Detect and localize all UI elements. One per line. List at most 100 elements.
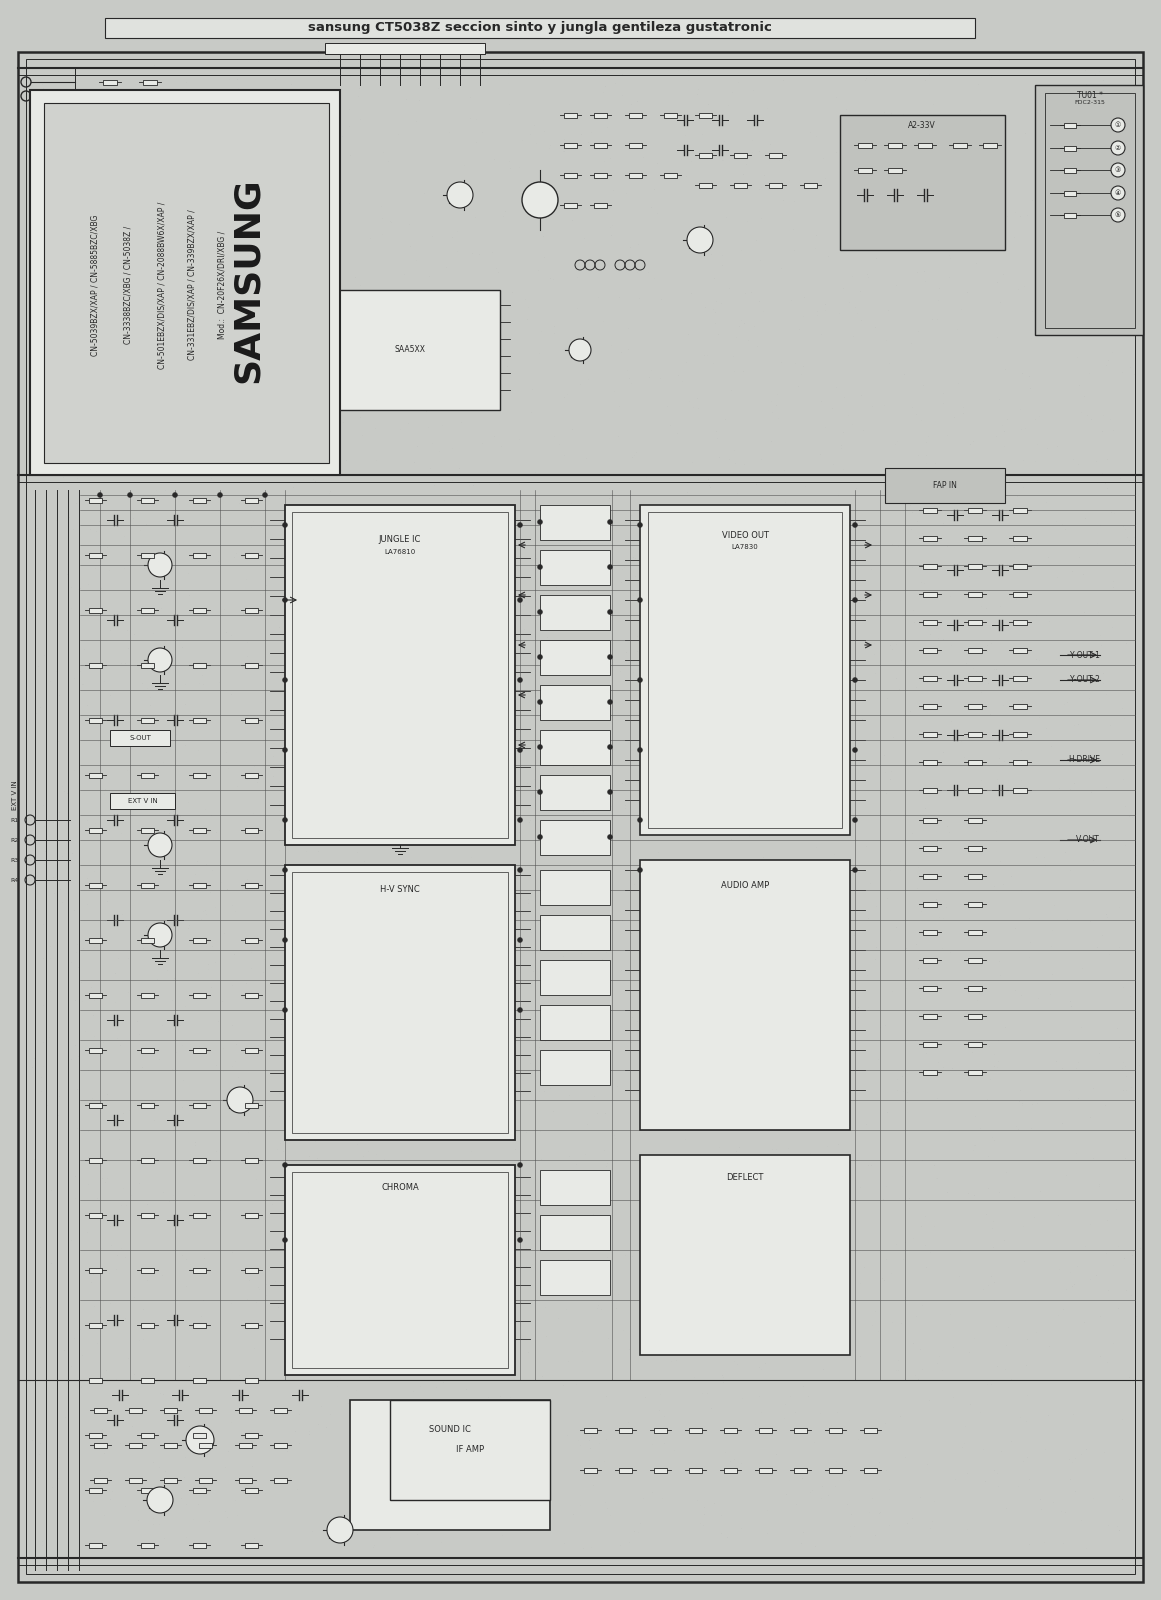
Bar bbox=[88, 1102, 101, 1107]
Bar bbox=[540, 915, 610, 950]
Circle shape bbox=[98, 493, 102, 498]
Bar bbox=[968, 592, 982, 597]
Bar bbox=[769, 152, 781, 157]
Circle shape bbox=[637, 867, 642, 872]
Bar bbox=[1014, 507, 1027, 512]
Bar bbox=[143, 80, 157, 85]
Bar bbox=[88, 608, 101, 613]
Bar bbox=[245, 883, 258, 888]
Bar bbox=[284, 506, 515, 845]
Bar bbox=[923, 675, 937, 680]
Bar bbox=[540, 730, 610, 765]
Text: CN-3338BZC/XBG / CN-5038Z /: CN-3338BZC/XBG / CN-5038Z / bbox=[123, 226, 132, 344]
Bar bbox=[293, 512, 509, 838]
Bar bbox=[619, 1467, 632, 1472]
Circle shape bbox=[147, 834, 172, 858]
Circle shape bbox=[147, 1486, 173, 1514]
Bar bbox=[584, 1467, 597, 1472]
Circle shape bbox=[569, 339, 591, 362]
Circle shape bbox=[1111, 118, 1125, 133]
Bar bbox=[888, 168, 902, 173]
Bar bbox=[238, 1408, 252, 1413]
Bar bbox=[88, 498, 101, 502]
Bar bbox=[918, 142, 932, 147]
Bar bbox=[968, 930, 982, 934]
Bar bbox=[274, 1477, 287, 1483]
Bar bbox=[968, 648, 982, 653]
Bar bbox=[390, 1400, 550, 1501]
Bar bbox=[293, 872, 509, 1133]
Bar bbox=[164, 1408, 176, 1413]
Bar bbox=[968, 986, 982, 990]
Circle shape bbox=[538, 699, 542, 704]
Bar bbox=[245, 552, 258, 557]
Bar bbox=[628, 112, 642, 117]
Circle shape bbox=[518, 523, 522, 528]
Bar bbox=[968, 760, 982, 765]
Circle shape bbox=[518, 597, 522, 603]
Bar bbox=[923, 1013, 937, 1019]
Circle shape bbox=[852, 597, 858, 603]
Bar bbox=[688, 1467, 701, 1472]
Bar bbox=[1014, 648, 1027, 653]
Circle shape bbox=[852, 677, 858, 683]
Text: CN-331EBZ/DIS/XAP / CN-339BZX/XAP /: CN-331EBZ/DIS/XAP / CN-339BZX/XAP / bbox=[187, 210, 196, 360]
Text: AUDIO AMP: AUDIO AMP bbox=[721, 880, 769, 890]
Circle shape bbox=[607, 654, 613, 659]
Bar bbox=[140, 883, 153, 888]
Circle shape bbox=[637, 677, 642, 683]
Bar bbox=[140, 1323, 153, 1328]
Circle shape bbox=[538, 610, 542, 614]
Bar bbox=[140, 1378, 153, 1382]
Bar bbox=[885, 467, 1005, 502]
Circle shape bbox=[282, 523, 288, 528]
Text: R3: R3 bbox=[10, 858, 19, 862]
Bar bbox=[540, 1261, 610, 1294]
Text: A2-33V: A2-33V bbox=[908, 120, 936, 130]
Bar bbox=[540, 595, 610, 630]
Bar bbox=[923, 874, 937, 878]
Bar bbox=[769, 182, 781, 187]
Bar bbox=[193, 773, 205, 778]
Text: R2: R2 bbox=[10, 837, 19, 843]
Circle shape bbox=[282, 818, 288, 822]
Bar bbox=[640, 1155, 850, 1355]
Bar bbox=[758, 1467, 772, 1472]
Circle shape bbox=[282, 1008, 288, 1013]
Text: ①: ① bbox=[1115, 122, 1122, 128]
Text: LA7830: LA7830 bbox=[731, 544, 758, 550]
Bar bbox=[245, 1213, 258, 1218]
Bar bbox=[923, 818, 937, 822]
Bar bbox=[94, 1443, 107, 1448]
Bar bbox=[968, 1069, 982, 1075]
Circle shape bbox=[518, 1237, 522, 1243]
Circle shape bbox=[518, 1008, 522, 1013]
Bar bbox=[540, 640, 610, 675]
Bar bbox=[864, 1467, 877, 1472]
Bar bbox=[245, 1157, 258, 1163]
Bar bbox=[540, 1050, 610, 1085]
Bar bbox=[164, 1443, 176, 1448]
Circle shape bbox=[522, 182, 558, 218]
Bar bbox=[88, 883, 101, 888]
Bar bbox=[88, 1542, 101, 1547]
Bar bbox=[593, 112, 606, 117]
Bar bbox=[88, 1323, 101, 1328]
Text: R1: R1 bbox=[10, 818, 19, 822]
Bar bbox=[1014, 731, 1027, 736]
Bar bbox=[699, 112, 712, 117]
Circle shape bbox=[607, 565, 613, 570]
Bar bbox=[245, 717, 258, 723]
Text: EXT V IN: EXT V IN bbox=[128, 798, 158, 803]
Text: ②: ② bbox=[1115, 146, 1122, 150]
Bar bbox=[968, 818, 982, 822]
Bar bbox=[88, 717, 101, 723]
Circle shape bbox=[637, 747, 642, 752]
Circle shape bbox=[262, 493, 267, 498]
Text: H-V SYNC: H-V SYNC bbox=[380, 885, 420, 894]
Bar bbox=[723, 1467, 736, 1472]
Bar bbox=[923, 901, 937, 907]
Text: LA76810: LA76810 bbox=[384, 549, 416, 555]
Circle shape bbox=[282, 938, 288, 942]
Bar bbox=[44, 102, 329, 462]
